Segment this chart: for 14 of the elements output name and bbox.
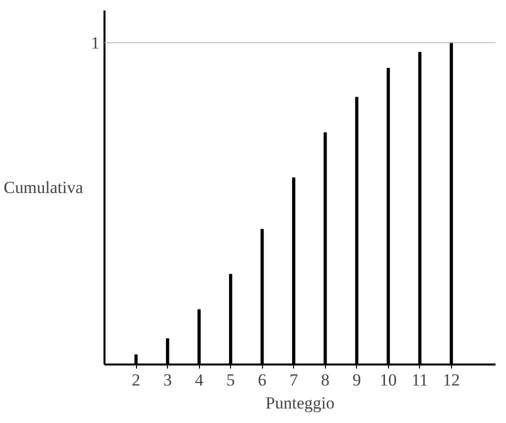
x-tick-label: 8 xyxy=(320,370,330,390)
x-tick-label: 11 xyxy=(412,370,428,390)
x-tick-label: 6 xyxy=(258,370,266,390)
y-axis-title: Cumulativa xyxy=(4,178,84,197)
ref-line-label: 1 xyxy=(91,34,100,53)
x-tick-label: 4 xyxy=(194,370,204,390)
x-axis-title: Punteggio xyxy=(266,394,334,412)
x-tick-label: 3 xyxy=(163,370,172,390)
x-tick-label: 7 xyxy=(289,370,298,390)
x-tick-label: 2 xyxy=(132,370,140,390)
x-tick-label: 9 xyxy=(352,370,362,390)
x-tick-label: 12 xyxy=(442,370,460,390)
x-tick-label: 10 xyxy=(380,370,397,390)
x-tick-label: 5 xyxy=(226,370,235,390)
